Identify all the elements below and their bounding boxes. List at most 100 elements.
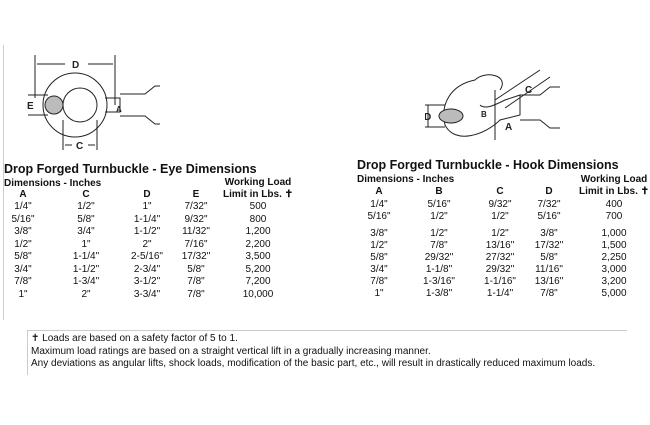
table-cell: 29/32" [424,252,454,263]
table-cell: 5,000 [601,288,627,299]
table-cell: 17/32" [181,251,211,262]
table-cell: 7/8" [430,240,448,251]
table-cell: 7/32" [537,199,561,210]
table-cell: 1-1/16" [484,276,516,287]
table-cell: 9/32" [184,213,208,225]
table-cell: 5/16" [427,199,451,210]
table-cell: 1-1/2" [72,263,100,275]
table-cell: 7/32" [184,201,208,212]
footnote-deviations: Any deviations as angular lifts, shock l… [31,358,596,369]
table-cell: 5/8" [370,252,388,263]
table-cell: 1/2" [77,201,95,212]
wll-header-line1: Working Load [580,174,648,185]
table-cell: 700 [605,211,623,222]
table-cell: 2" [142,238,152,250]
table-cell: 3-1/2" [133,276,161,287]
footnotes: ✝ Loads are based on a safety factor of … [27,330,627,375]
table-cell: 1" [81,238,91,250]
column-header-d: D [545,186,553,197]
table-cell: 1" [374,288,384,299]
column-header-b: B [435,186,443,197]
table-cell: 9/32" [488,199,512,210]
footnote-max-load: Maximum load ratings are based on a stra… [31,345,431,357]
table-cell: 1/4" [370,199,388,210]
table-cell: 1-1/4" [486,288,514,299]
table-cell: 3/8" [540,228,558,239]
table-cell: 5/8" [540,252,558,263]
table-cell: 5/16" [11,213,35,225]
table-cell: 2,200 [245,238,271,250]
table-cell: 10,000 [242,288,274,300]
table-cell: 400 [605,199,623,210]
table-cell: 2-5/16" [131,251,163,262]
column-header-c: C [82,189,90,200]
table-cell: 5/16" [367,211,391,222]
table-cell: 1/2" [430,228,448,239]
table-cell: 5/8" [14,251,32,262]
column-header-d: D [143,189,151,200]
eye-diagram: D E A C [27,55,160,150]
table-cell: 2" [81,288,91,300]
eye-dimensions-label: Dimensions - Inches [4,178,102,189]
table-cell: 1/4" [14,201,32,212]
column-header-a: A [19,189,27,200]
table-cell: 7,200 [245,276,271,287]
table-cell: 27/32" [485,252,515,263]
hook-label-c: C [525,85,532,96]
table-cell: 1,500 [601,240,627,251]
left-border [3,45,4,320]
table-cell: 500 [249,201,267,212]
table-cell: 1/2" [430,211,448,222]
table-cell: 3/8" [14,226,32,237]
table-cell: 5,200 [245,263,271,275]
table-cell: 3/4" [77,226,95,237]
eye-label-c: C [76,141,83,150]
table-cell: 3-3/4" [133,288,161,300]
table-cell: 1-3/8" [425,288,453,299]
table-cell: 3/4" [370,264,388,275]
table-cell: 7/8" [370,276,388,287]
column-header-c: C [496,186,504,197]
eye-label-a: A [116,105,122,114]
table-cell: 3/4" [14,263,32,275]
table-cell: 7/16" [184,238,208,250]
table-cell: 1/2" [491,211,509,222]
wll-header-line1: Working Load [224,177,292,188]
table-cell: 5/8" [187,263,205,275]
hook-dimensions-label: Dimensions - Inches [357,174,455,185]
table-cell: 1/2" [370,240,388,251]
table-cell: 13/16" [534,276,564,287]
table-cell: 13/16" [485,240,515,251]
table-cell: 1" [18,288,28,300]
table-cell: 11/16" [535,264,563,275]
table-cell: 7/8" [187,276,205,287]
hook-diagram: D B A C [425,69,560,140]
table-cell: 7/8" [540,288,558,299]
table-cell: 1-1/2" [133,226,161,237]
table-cell: 1-1/4" [72,251,100,262]
column-header-a: A [375,186,383,197]
eye-label-d: D [72,60,79,71]
table-cell: 5/8" [77,213,95,225]
hook-label-d: D [425,112,431,123]
table-cell: 1-3/4" [72,276,100,287]
footnote-safety-factor: ✝ Loads are based on a safety factor of … [31,333,238,344]
table-cell: 3/8" [370,228,388,239]
column-header-e: E [192,189,200,200]
table-cell: 3,500 [245,251,271,262]
table-cell: 1,000 [601,228,627,239]
hook-label-a: A [505,122,512,133]
table-cell: 7/8" [14,276,32,287]
eye-label-e: E [27,101,34,112]
table-cell: 5/16" [537,211,561,222]
table-cell: 1/2" [14,238,32,250]
table-cell: 17/32" [534,240,564,251]
hook-label-b: B [481,110,487,119]
table-cell: 1-1/8" [425,264,453,275]
table-cell: 29/32" [485,264,515,275]
table-cell: 1,200 [245,226,271,237]
table-cell: 11/32" [182,226,210,237]
eye-table-title: Drop Forged Turnbuckle - Eye Dimensions [4,162,257,176]
table-cell: 3,000 [601,264,627,275]
